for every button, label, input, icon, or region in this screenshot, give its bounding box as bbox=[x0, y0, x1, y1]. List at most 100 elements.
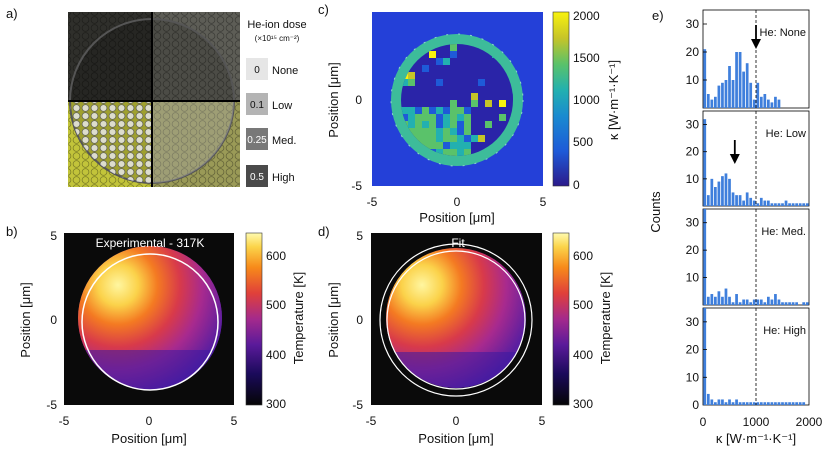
histogram-bar bbox=[805, 203, 809, 206]
kappa-pixel bbox=[415, 114, 422, 121]
kappa-pixel bbox=[443, 128, 450, 135]
dose-value: 0.5 bbox=[250, 172, 264, 183]
panel-b-ytick-neg5: -5 bbox=[46, 398, 57, 412]
panel-d-xlabel: Position [μm] bbox=[418, 431, 493, 446]
panel-b-ytick-5: 5 bbox=[50, 229, 57, 243]
histogram-bar bbox=[770, 102, 774, 108]
histogram-bar bbox=[791, 203, 795, 206]
histogram-bar bbox=[749, 402, 753, 405]
histogram-bar bbox=[767, 99, 770, 108]
panel-b-colorbar bbox=[245, 232, 263, 406]
histogram-bar bbox=[714, 96, 717, 108]
histogram-bar bbox=[752, 99, 756, 108]
dose-swatch bbox=[246, 93, 268, 115]
kappa-pixel bbox=[429, 128, 436, 135]
histogram-ytick: 0 bbox=[692, 398, 699, 412]
dose-value: 0.1 bbox=[250, 100, 264, 111]
kappa-pixel bbox=[408, 128, 415, 135]
panel-b-ytick-0: 0 bbox=[50, 313, 57, 327]
kappa-pixel bbox=[429, 114, 436, 121]
panel-b-cbar-tick-400: 400 bbox=[266, 348, 286, 362]
histogram-bar bbox=[717, 399, 721, 405]
panel-b-cbar-tick-500: 500 bbox=[266, 298, 286, 312]
histogram-bar bbox=[802, 203, 806, 206]
histogram-bar bbox=[752, 402, 756, 405]
kappa-pixel bbox=[457, 142, 464, 149]
histogram-bar bbox=[749, 197, 753, 206]
histogram-series-label: He: High bbox=[763, 325, 806, 337]
histogram-bar bbox=[745, 192, 749, 206]
histogram-bar bbox=[742, 299, 745, 305]
kappa-pixel bbox=[436, 121, 443, 128]
kappa-pixel bbox=[450, 128, 457, 135]
kappa-pixel bbox=[464, 142, 471, 149]
histogram-bar bbox=[774, 402, 777, 405]
histogram-bar bbox=[798, 203, 802, 206]
kappa-pixel bbox=[450, 142, 457, 149]
panel-c-ylabel: Position [μm] bbox=[326, 62, 341, 137]
dose-label: High bbox=[272, 172, 295, 184]
histogram-bar bbox=[756, 402, 760, 405]
arrow-head-icon bbox=[751, 39, 761, 49]
histogram-bar bbox=[738, 195, 742, 206]
kappa-pixel bbox=[464, 121, 471, 128]
dose-legend: He-ion dose (×10¹⁵ cm⁻²) 0 None 0.1 Low 0.25… bbox=[246, 19, 307, 187]
kappa-pixel bbox=[450, 51, 457, 58]
panel-label-a: a) bbox=[6, 6, 18, 21]
histogram-bar bbox=[731, 302, 735, 305]
kappa-pixel bbox=[429, 142, 436, 149]
histogram-bar bbox=[710, 399, 714, 405]
histogram-bar bbox=[714, 187, 717, 206]
histogram-bar bbox=[738, 52, 742, 108]
kappa-pixel bbox=[408, 79, 415, 86]
histogram-bar bbox=[798, 402, 802, 405]
histogram-bar bbox=[795, 203, 798, 206]
kappa-pixel bbox=[485, 72, 492, 79]
histogram-bar bbox=[774, 203, 777, 206]
histogram-bar bbox=[710, 178, 714, 206]
kappa-pixel bbox=[429, 121, 436, 128]
histogram-series-label: He: Med. bbox=[761, 226, 806, 238]
histogram-bar bbox=[756, 299, 760, 305]
histogram-bar bbox=[784, 302, 788, 305]
histogram-bar bbox=[742, 71, 745, 108]
histogram-bar bbox=[784, 200, 788, 206]
histogram-ytick: 30 bbox=[686, 315, 700, 329]
histogram-bar bbox=[759, 402, 763, 405]
panel-label-d: d) bbox=[318, 224, 330, 239]
kappa-pixel bbox=[408, 114, 415, 121]
dose-quadrants bbox=[68, 12, 240, 187]
histogram-bar bbox=[752, 299, 756, 305]
panel-c-ytick-neg5: -5 bbox=[351, 179, 362, 193]
histogram-bar bbox=[788, 402, 791, 405]
kappa-pixel bbox=[457, 149, 464, 156]
histogram-ytick: 30 bbox=[686, 216, 700, 230]
histogram-bar bbox=[714, 402, 717, 405]
dose-legend-units: (×10¹⁵ cm⁻²) bbox=[255, 34, 300, 43]
panel-d-ytick-0: 0 bbox=[356, 313, 363, 327]
histogram-bar bbox=[724, 288, 728, 305]
histogram-bar bbox=[738, 302, 742, 305]
kappa-pixel bbox=[436, 142, 443, 149]
histogram-bar bbox=[706, 195, 710, 206]
panel-d-xtick-0: 0 bbox=[453, 414, 460, 428]
panel-d-colorbar-label: Temperature [K] bbox=[598, 272, 613, 365]
dose-value: 0 bbox=[254, 65, 260, 76]
kappa-pixel bbox=[415, 128, 422, 135]
histogram-bar bbox=[756, 82, 760, 108]
kappa-pixel bbox=[436, 135, 443, 142]
light-region bbox=[70, 101, 152, 183]
histogram-series-label: He: None bbox=[760, 27, 806, 39]
kappa-pixel bbox=[408, 107, 415, 114]
kappa-pixel bbox=[471, 93, 478, 100]
panel-d-cbar-tick-400: 400 bbox=[573, 348, 593, 362]
kappa-pixel bbox=[457, 128, 464, 135]
panel-d-ytick-neg5: -5 bbox=[352, 398, 363, 412]
histogram-bar bbox=[703, 209, 707, 305]
kappa-pixel bbox=[443, 149, 450, 156]
histogram-bar bbox=[752, 200, 756, 206]
kappa-pixel bbox=[450, 149, 457, 156]
panel-label-e: e) bbox=[652, 8, 664, 23]
histogram-bar bbox=[745, 299, 749, 305]
